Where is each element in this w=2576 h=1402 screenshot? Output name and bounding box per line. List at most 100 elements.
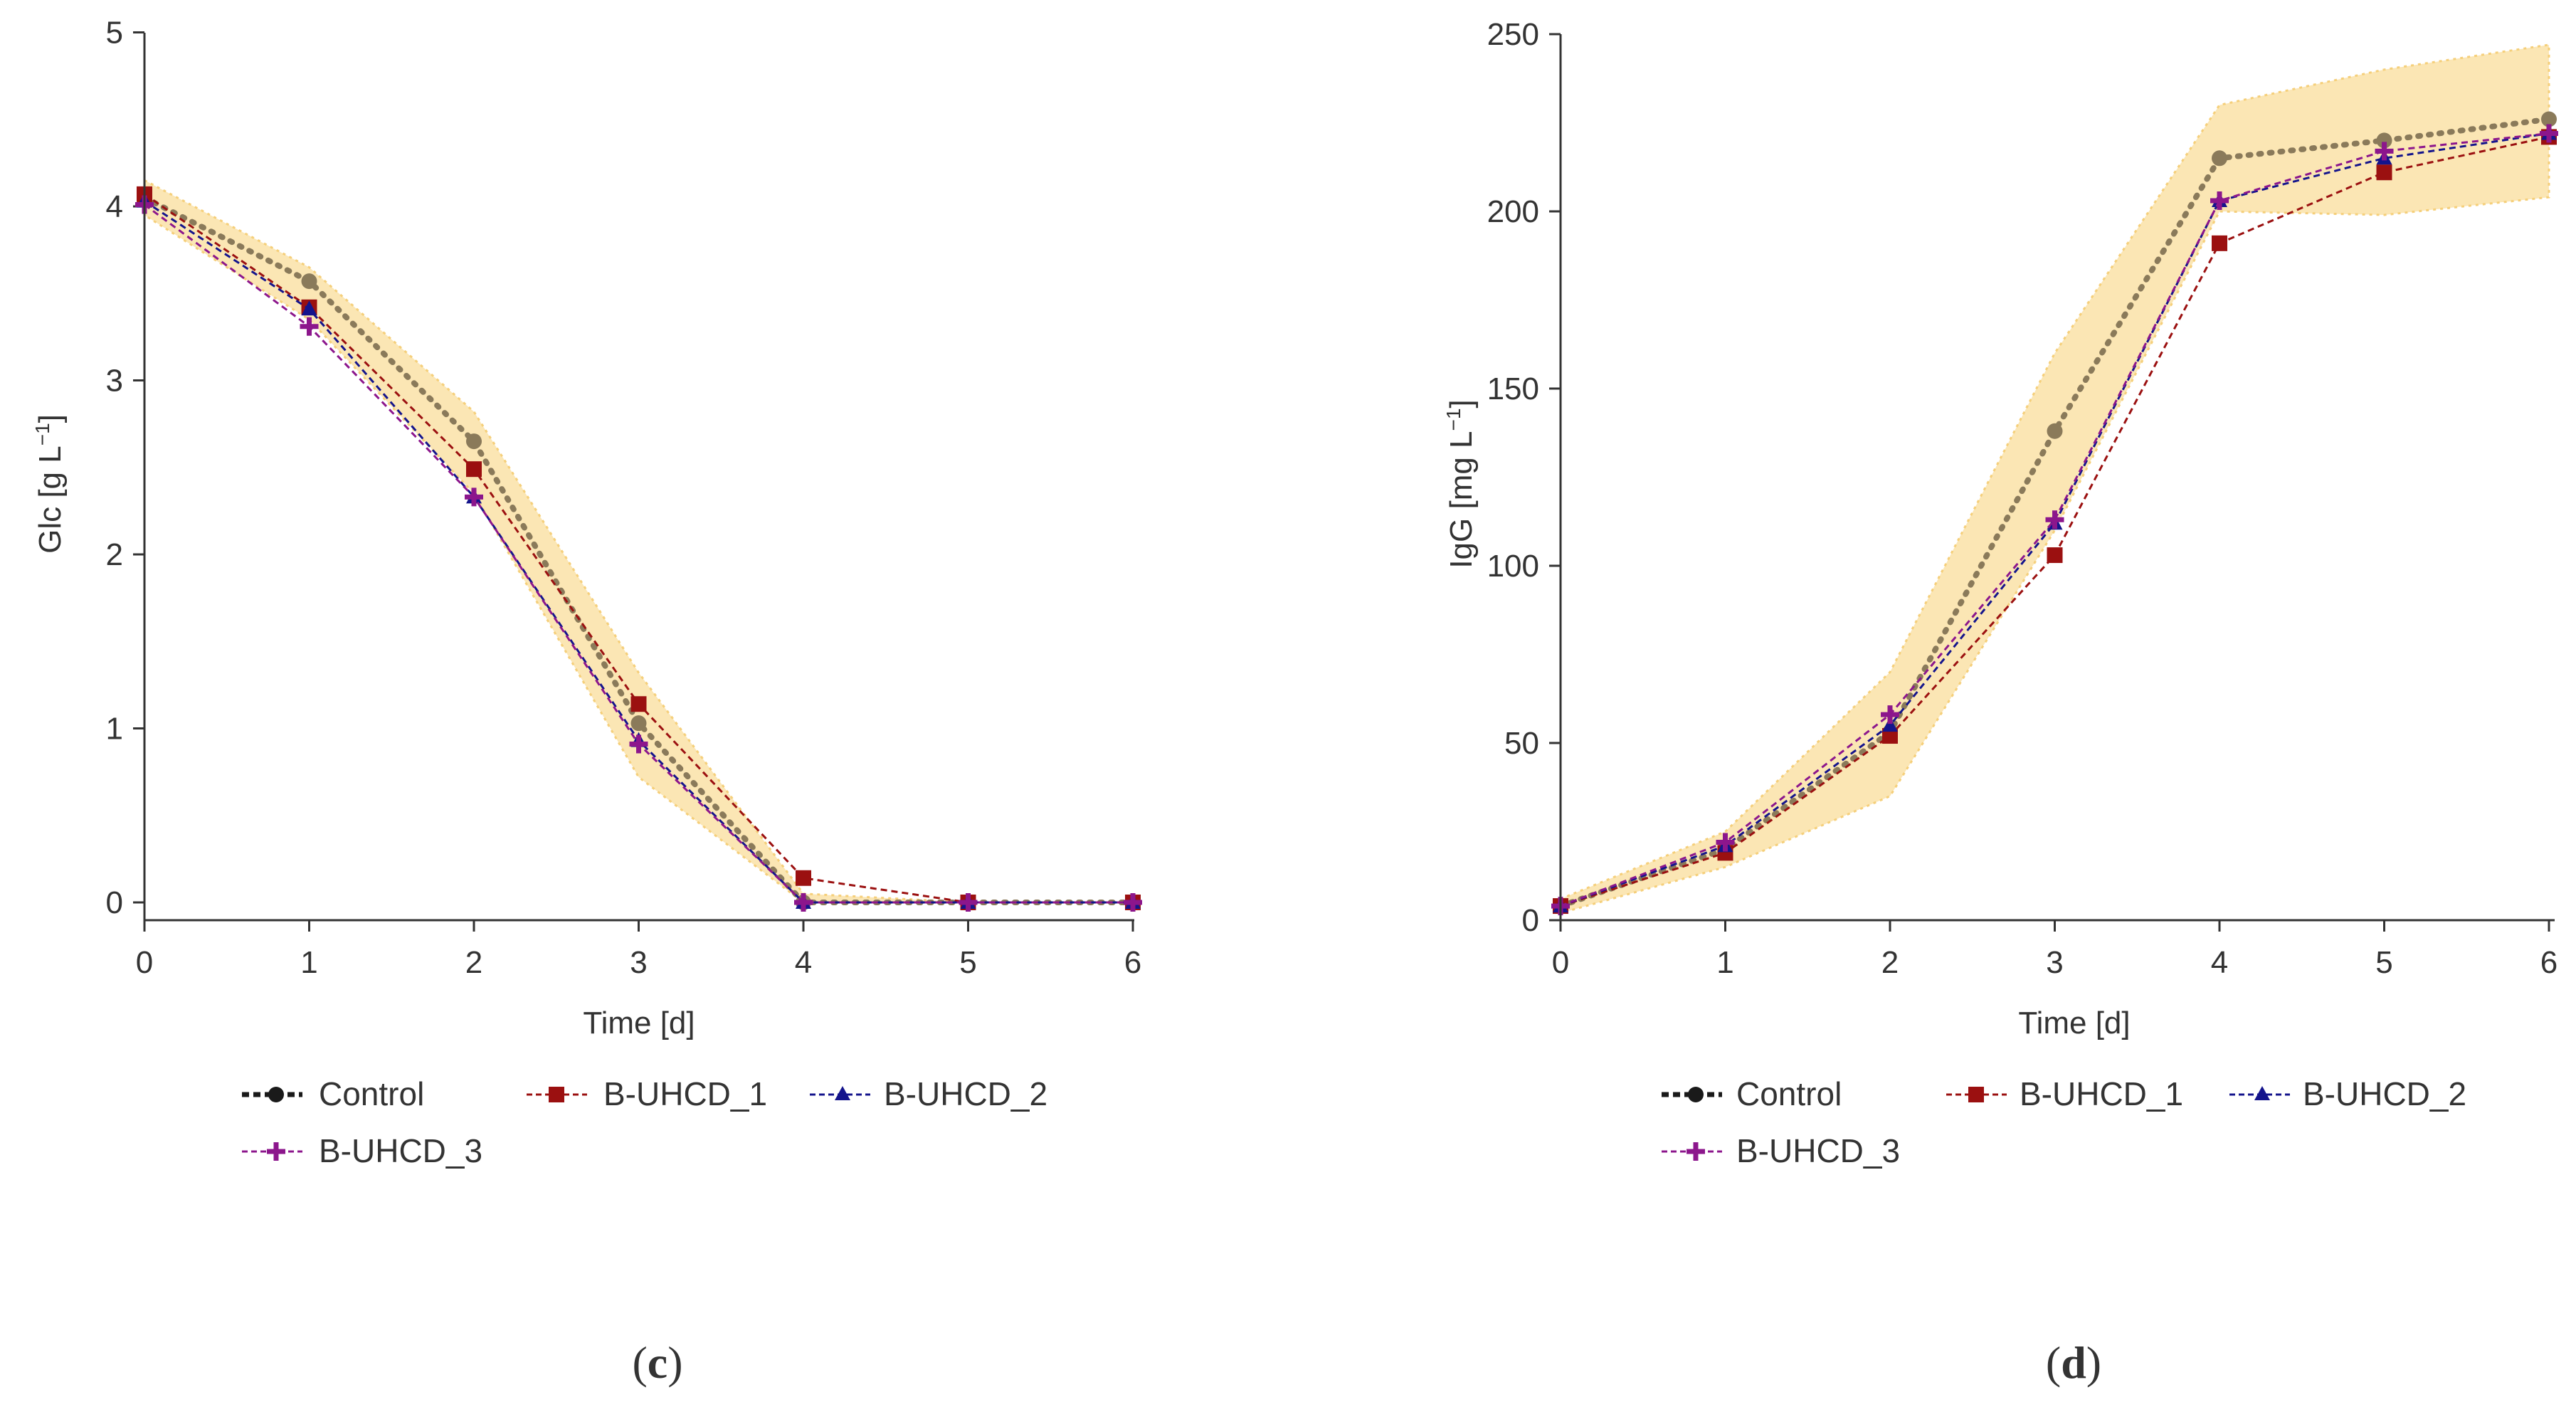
x-tick-label: 1 xyxy=(1716,945,1733,980)
x-tick-label: 2 xyxy=(1881,945,1899,980)
igg-chart: 0 1 2 3 4 5 6 0 50 100 150 200 250 Time [d] IgG [mg … xyxy=(1442,17,2558,1388)
legend-marker-b-uhcd-2 xyxy=(835,1086,850,1100)
glucose-x-axis-label: Time [d] xyxy=(583,1006,695,1040)
glucose-chart: 0 1 2 3 4 5 6 0 1 2 3 4 5 Time [d] Glc [g L−1] Contr… xyxy=(31,16,1142,1388)
legend-item-b-uhcd-1[interactable]: B-UHCD_1 xyxy=(1946,1075,2183,1112)
data-point-control xyxy=(2212,150,2227,167)
glucose-y-axis-label-close: ] xyxy=(33,414,68,423)
y-tick-label: 200 xyxy=(1487,194,1539,229)
igg-range-band xyxy=(1559,43,2550,915)
legend-marker-b-uhcd-2 xyxy=(2254,1086,2270,1100)
y-tick-label: 50 xyxy=(1504,726,1539,761)
data-point-b-uhcd-3 xyxy=(1124,893,1142,912)
y-tick-label: 0 xyxy=(1522,903,1539,938)
legend-label-control: Control xyxy=(1736,1075,1842,1112)
igg-y-axis-label-close: ] xyxy=(1444,399,1479,408)
legend-item-b-uhcd-3[interactable]: B-UHCD_3 xyxy=(242,1132,482,1169)
glucose-ticks: 0 1 2 3 4 5 6 0 1 2 3 4 5 xyxy=(106,16,1142,981)
igg-series xyxy=(1551,111,2558,916)
legend-item-b-uhcd-2[interactable]: B-UHCD_2 xyxy=(2229,1075,2466,1112)
legend-label-b-uhcd-3: B-UHCD_3 xyxy=(1736,1132,1900,1169)
y-tick-label: 4 xyxy=(106,189,123,224)
data-point-b-uhcd-3 xyxy=(1881,705,1899,724)
x-tick-label: 2 xyxy=(465,945,482,980)
data-point-control xyxy=(466,433,482,450)
legend-item-b-uhcd-1[interactable]: B-UHCD_1 xyxy=(527,1075,767,1112)
legend-label-b-uhcd-3: B-UHCD_3 xyxy=(319,1132,482,1169)
y-tick-label: 1 xyxy=(106,712,123,747)
legend-item-control[interactable]: Control xyxy=(1662,1075,1842,1112)
y-tick-label: 2 xyxy=(106,537,123,572)
glucose-range-band xyxy=(143,178,1133,904)
data-point-b-uhcd-1 xyxy=(796,870,811,886)
igg-y-axis-label-main: IgG [mg L xyxy=(1444,431,1479,568)
data-point-b-uhcd-3 xyxy=(1716,833,1735,852)
data-point-b-uhcd-1 xyxy=(2047,547,2063,564)
legend-marker-b-uhcd-1 xyxy=(549,1087,564,1102)
data-point-b-uhcd-1 xyxy=(2376,164,2392,181)
y-tick-label: 3 xyxy=(106,364,123,399)
y-tick-label: 0 xyxy=(106,885,123,920)
series-b-uhcd-3[interactable] xyxy=(1551,124,2558,916)
y-tick-label: 250 xyxy=(1487,17,1539,52)
y-tick-label: 150 xyxy=(1487,371,1539,406)
legend-marker-b-uhcd-3 xyxy=(267,1142,285,1161)
legend-label-control: Control xyxy=(319,1075,424,1112)
data-point-b-uhcd-3 xyxy=(300,317,319,336)
y-tick-label: 100 xyxy=(1487,549,1539,584)
x-tick-label: 6 xyxy=(1124,945,1141,980)
data-point-control xyxy=(2376,132,2392,149)
igg-legend: Control B-UHCD_1 B-UHCD_2 B-UHCD_3 xyxy=(1662,1075,2466,1169)
data-point-b-uhcd-3 xyxy=(2540,124,2558,143)
legend-item-b-uhcd-3[interactable]: B-UHCD_3 xyxy=(1662,1132,1900,1169)
data-point-b-uhcd-1 xyxy=(466,461,482,478)
igg-x-axis-label: Time [d] xyxy=(2018,1006,2130,1040)
x-tick-label: 0 xyxy=(136,945,153,980)
x-tick-label: 5 xyxy=(959,945,976,980)
data-point-b-uhcd-3 xyxy=(2375,142,2394,161)
legend-marker-b-uhcd-3 xyxy=(1686,1142,1705,1161)
data-point-control xyxy=(2541,111,2557,127)
data-point-b-uhcd-3 xyxy=(2210,191,2229,211)
glucose-legend: Control B-UHCD_1 B-UHCD_2 B-UHCD_3 xyxy=(242,1075,1047,1169)
x-tick-label: 3 xyxy=(630,945,647,980)
data-point-b-uhcd-1 xyxy=(1882,728,1898,744)
data-point-b-uhcd-3 xyxy=(794,893,813,912)
data-point-b-uhcd-3 xyxy=(629,734,648,754)
data-point-control xyxy=(630,715,647,732)
glucose-band-area xyxy=(143,178,1133,904)
panel-label-d: (d) xyxy=(2046,1337,2101,1388)
legend-item-b-uhcd-2[interactable]: B-UHCD_2 xyxy=(810,1075,1047,1112)
legend-label-b-uhcd-2: B-UHCD_2 xyxy=(884,1075,1047,1112)
glucose-y-axis-label-main: Glc [g L xyxy=(33,446,68,554)
x-tick-label: 6 xyxy=(2540,945,2557,980)
igg-y-axis-label-sup: −1 xyxy=(1442,409,1464,431)
x-tick-label: 5 xyxy=(2375,945,2392,980)
x-tick-label: 4 xyxy=(795,945,812,980)
data-point-b-uhcd-3 xyxy=(2045,510,2064,529)
x-tick-label: 3 xyxy=(2046,945,2063,980)
legend-label-b-uhcd-1: B-UHCD_1 xyxy=(603,1075,767,1112)
legend-item-control[interactable]: Control xyxy=(242,1075,424,1112)
data-point-control xyxy=(2047,423,2063,439)
data-point-b-uhcd-1 xyxy=(2212,235,2227,251)
x-tick-label: 0 xyxy=(1552,945,1569,980)
panel-label-c: (c) xyxy=(632,1337,682,1388)
igg-band-area xyxy=(1559,43,2550,915)
data-point-control xyxy=(301,273,317,290)
legend-label-b-uhcd-2: B-UHCD_2 xyxy=(2303,1075,2466,1112)
x-tick-label: 4 xyxy=(2211,945,2228,980)
legend-marker-control xyxy=(268,1087,284,1102)
data-point-b-uhcd-3 xyxy=(959,893,978,912)
data-point-b-uhcd-1 xyxy=(630,696,647,712)
data-point-b-uhcd-2 xyxy=(301,300,317,316)
legend-marker-b-uhcd-1 xyxy=(1968,1087,1984,1102)
x-tick-label: 1 xyxy=(300,945,317,980)
data-point-b-uhcd-3 xyxy=(465,487,483,507)
legend-marker-control xyxy=(1688,1087,1704,1102)
data-point-b-uhcd-2 xyxy=(1882,717,1898,732)
igg-ticks: 0 1 2 3 4 5 6 0 50 100 150 200 250 xyxy=(1487,17,2558,980)
y-tick-label: 5 xyxy=(106,16,123,51)
igg-y-axis-label: IgG [mg L−1] xyxy=(1442,399,1479,568)
